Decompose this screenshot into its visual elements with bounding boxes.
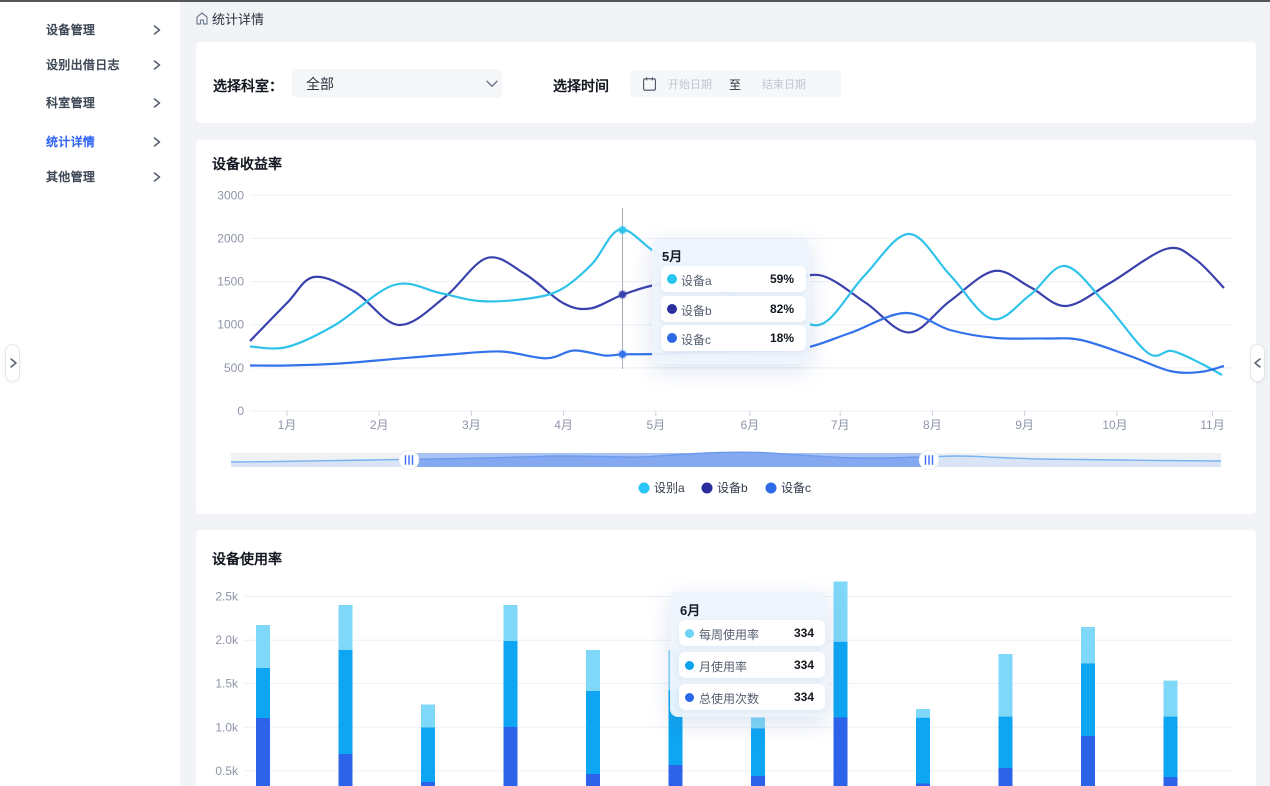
svg-text:1000: 1000 [217,318,244,332]
svg-text:1.0k: 1.0k [215,720,239,734]
svg-text:设备c: 设备c [781,481,811,495]
svg-text:0: 0 [237,404,244,418]
svg-text:10月: 10月 [1102,418,1127,432]
svg-text:3000: 3000 [217,188,244,202]
svg-text:7月: 7月 [831,418,850,432]
svg-text:1.5k: 1.5k [215,676,239,690]
svg-text:2月: 2月 [370,418,389,432]
svg-text:3月: 3月 [462,418,481,432]
svg-text:设别a: 设别a [654,481,685,495]
svg-text:5月: 5月 [646,418,665,432]
svg-text:4月: 4月 [554,418,573,432]
svg-text:8月: 8月 [923,418,942,432]
svg-text:6月: 6月 [741,418,760,432]
svg-text:设备b: 设备b [717,481,748,495]
svg-text:500: 500 [224,361,244,375]
svg-text:1月: 1月 [278,418,297,432]
svg-text:1500: 1500 [217,275,244,289]
svg-text:9月: 9月 [1015,418,1034,432]
svg-text:2.0k: 2.0k [215,633,239,647]
svg-text:0.5k: 0.5k [215,764,239,778]
svg-text:2.5k: 2.5k [215,590,239,604]
svg-text:11月: 11月 [1200,418,1224,432]
svg-text:2000: 2000 [217,231,244,245]
